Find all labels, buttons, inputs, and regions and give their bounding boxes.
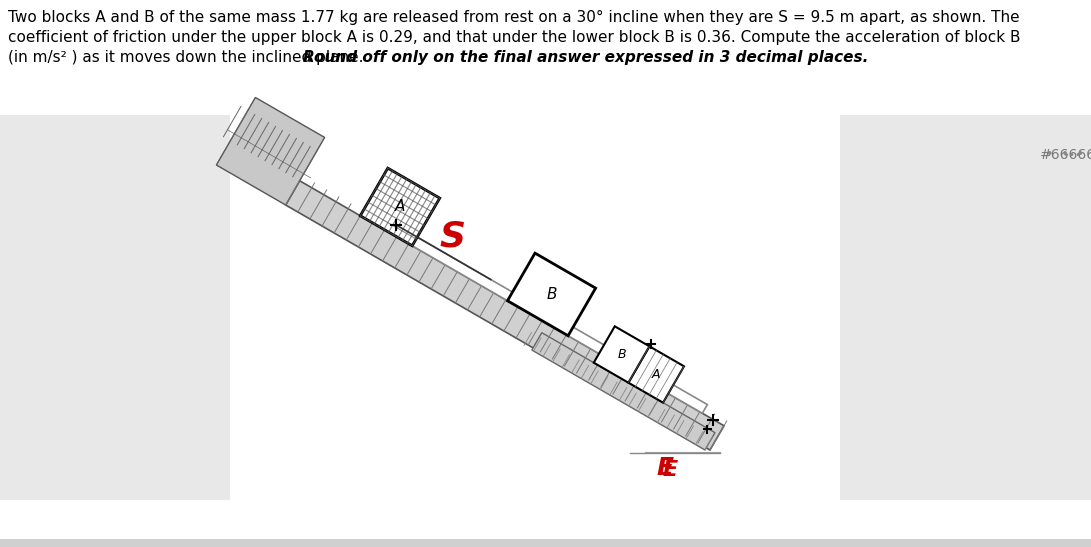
Text: Two blocks A and B of the same mass 1.77 kg are released from rest on a 30° incl: Two blocks A and B of the same mass 1.77… [8, 10, 1020, 25]
Bar [230, 115, 840, 500]
Text: coefficient of friction under the upper block A is 0.29, and that under the lowe: coefficient of friction under the upper … [8, 30, 1020, 45]
Polygon shape [507, 253, 596, 336]
Text: S: S [440, 219, 465, 253]
Text: A: A [395, 200, 405, 214]
Text: B: B [618, 348, 626, 361]
Polygon shape [628, 346, 684, 403]
Text: E: E [657, 456, 673, 480]
Text: B: B [547, 287, 556, 302]
Text: #666666: #666666 [1040, 148, 1091, 162]
Polygon shape [360, 207, 707, 413]
Text: (in m/s² ) as it moves down the inclined plane.: (in m/s² ) as it moves down the inclined… [8, 50, 369, 65]
Text: •  •  •: • • • [1046, 148, 1084, 161]
Polygon shape [531, 333, 715, 450]
Polygon shape [360, 168, 440, 246]
Polygon shape [216, 97, 325, 205]
Text: Round off only on the final answer expressed in 3 decimal places.: Round off only on the final answer expre… [303, 50, 868, 65]
Text: •••: ••• [1063, 150, 1082, 160]
Text: A: A [652, 368, 660, 381]
Polygon shape [594, 327, 649, 383]
Bar [0, 539, 1091, 547]
Text: E: E [662, 460, 678, 480]
Bar [0, 115, 230, 500]
Bar [840, 115, 1091, 500]
Polygon shape [286, 181, 724, 450]
